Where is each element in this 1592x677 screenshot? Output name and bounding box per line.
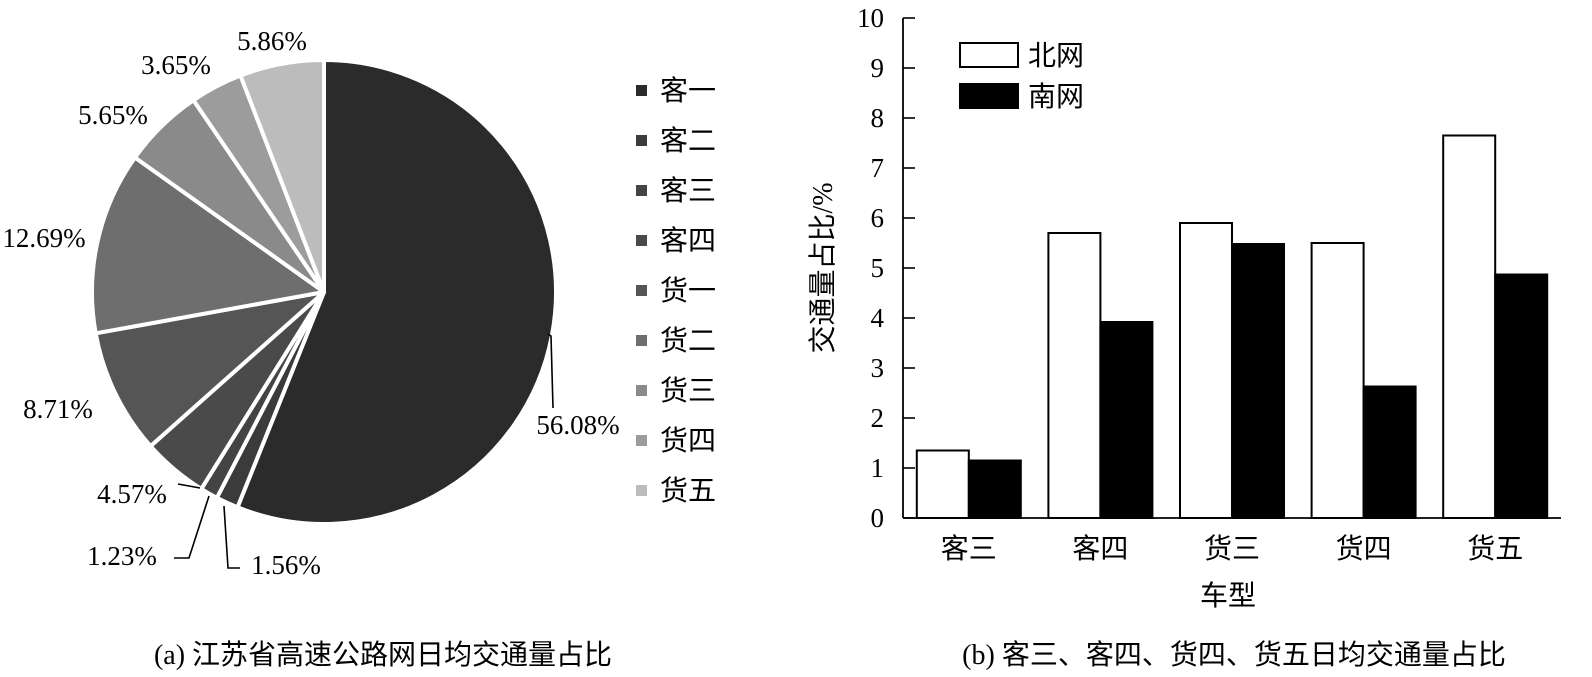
legend-label: 货二: [660, 325, 716, 357]
y-tick-label: 3: [871, 353, 885, 383]
pie-slice-label: 1.56%: [251, 550, 321, 580]
y-tick-label: 7: [871, 153, 885, 183]
bar-货五-南网: [1494, 273, 1549, 519]
legend-swatch: [636, 435, 647, 446]
legend-label: 客二: [660, 125, 716, 157]
pie-slice-label: 1.23%: [87, 541, 157, 571]
legend-swatch: [636, 85, 647, 96]
legend-label: 客四: [660, 225, 716, 257]
pie-slice-货一: [93, 290, 326, 449]
x-tick-label: 货三: [1204, 533, 1260, 565]
x-tick-label: 客三: [941, 533, 997, 565]
pie-slice-label: 5.65%: [78, 100, 148, 130]
legend-swatch: [636, 135, 647, 146]
legend-swatch: [636, 485, 647, 496]
y-tick-label: 8: [871, 103, 885, 133]
pie-leader-line: [547, 333, 554, 409]
y-tick-label: 4: [871, 303, 885, 333]
pie-slice-label: 8.71%: [23, 394, 93, 424]
bar-tick-labels: 0 1 2 3 4 5 6 7 8 9 10 客三 客四 货三 货四 货五: [857, 3, 1523, 565]
y-axis-title: 交通量占比/%: [807, 182, 839, 353]
x-tick-label: 货五: [1467, 533, 1523, 565]
bar-bars: [915, 134, 1549, 519]
bar-货三-南网: [1231, 243, 1285, 519]
x-tick-label: 货四: [1336, 533, 1392, 565]
pie-slice-label: 3.65%: [141, 50, 211, 80]
y-tick-label: 10: [857, 3, 884, 33]
pie-chart: 56.08% 1.56% 1.23% 4.57% 8.71% 12.69% 5.65% 3.6…: [2, 26, 716, 671]
pie-slice-label: 12.69%: [2, 223, 85, 253]
y-tick-label: 0: [871, 503, 885, 533]
legend-label: 北网: [1028, 41, 1084, 72]
pie-leader-line: [223, 505, 240, 569]
pie-slices: [90, 58, 558, 526]
bar-货五-北网: [1442, 134, 1497, 519]
y-tick-label: 2: [871, 403, 885, 433]
pie-slice-label: 56.08%: [536, 410, 619, 440]
legend-swatch: [959, 83, 1019, 109]
pie-leader-line: [174, 495, 210, 559]
bar-货三-北网: [1179, 222, 1233, 519]
pie-slice-货五: [238, 58, 326, 294]
legend-label: 货四: [660, 425, 716, 457]
y-tick-label: 6: [871, 203, 885, 233]
bar-客三-北网: [915, 449, 970, 519]
bar-货四-北网: [1310, 242, 1365, 519]
bar-caption: (b) 客三、客四、货四、货五日均交通量占比: [962, 639, 1506, 671]
pie-slice-label: 4.57%: [97, 479, 167, 509]
legend-label: 货三: [660, 375, 716, 407]
pie-leader-line: [177, 483, 201, 489]
x-axis-title: 车型: [1200, 580, 1256, 612]
pie-caption: (a) 江苏省高速公路网日均交通量占比: [154, 639, 612, 671]
bar-货四-南网: [1362, 385, 1417, 519]
pie-slice-label: 5.86%: [237, 26, 307, 56]
y-tick-label: 9: [871, 53, 885, 83]
legend-label: 货五: [660, 475, 716, 507]
pie-leader-lines: [174, 333, 554, 569]
legend-label: 客三: [660, 175, 716, 207]
x-tick-label: 客四: [1072, 533, 1128, 565]
y-tick-label: 5: [871, 253, 885, 283]
legend-swatch: [636, 235, 647, 246]
legend-swatch: [636, 285, 647, 296]
legend-swatch: [636, 185, 647, 196]
legend-swatch: [636, 335, 647, 346]
legend-label: 客一: [660, 75, 716, 107]
legend-swatch: [636, 385, 647, 396]
pie-slice-货二: [90, 155, 326, 336]
bar-客四-北网: [1047, 232, 1102, 519]
legend-label: 货一: [660, 275, 716, 307]
bar-客四-南网: [1099, 321, 1154, 519]
y-tick-label: 1: [871, 453, 885, 483]
pie-slice-labels: 56.08% 1.56% 1.23% 4.57% 8.71% 12.69% 5.65% 3.6…: [2, 26, 619, 580]
bar-客三-南网: [967, 459, 1022, 519]
legend-swatch: [959, 42, 1019, 68]
legend-label: 南网: [1028, 81, 1084, 113]
